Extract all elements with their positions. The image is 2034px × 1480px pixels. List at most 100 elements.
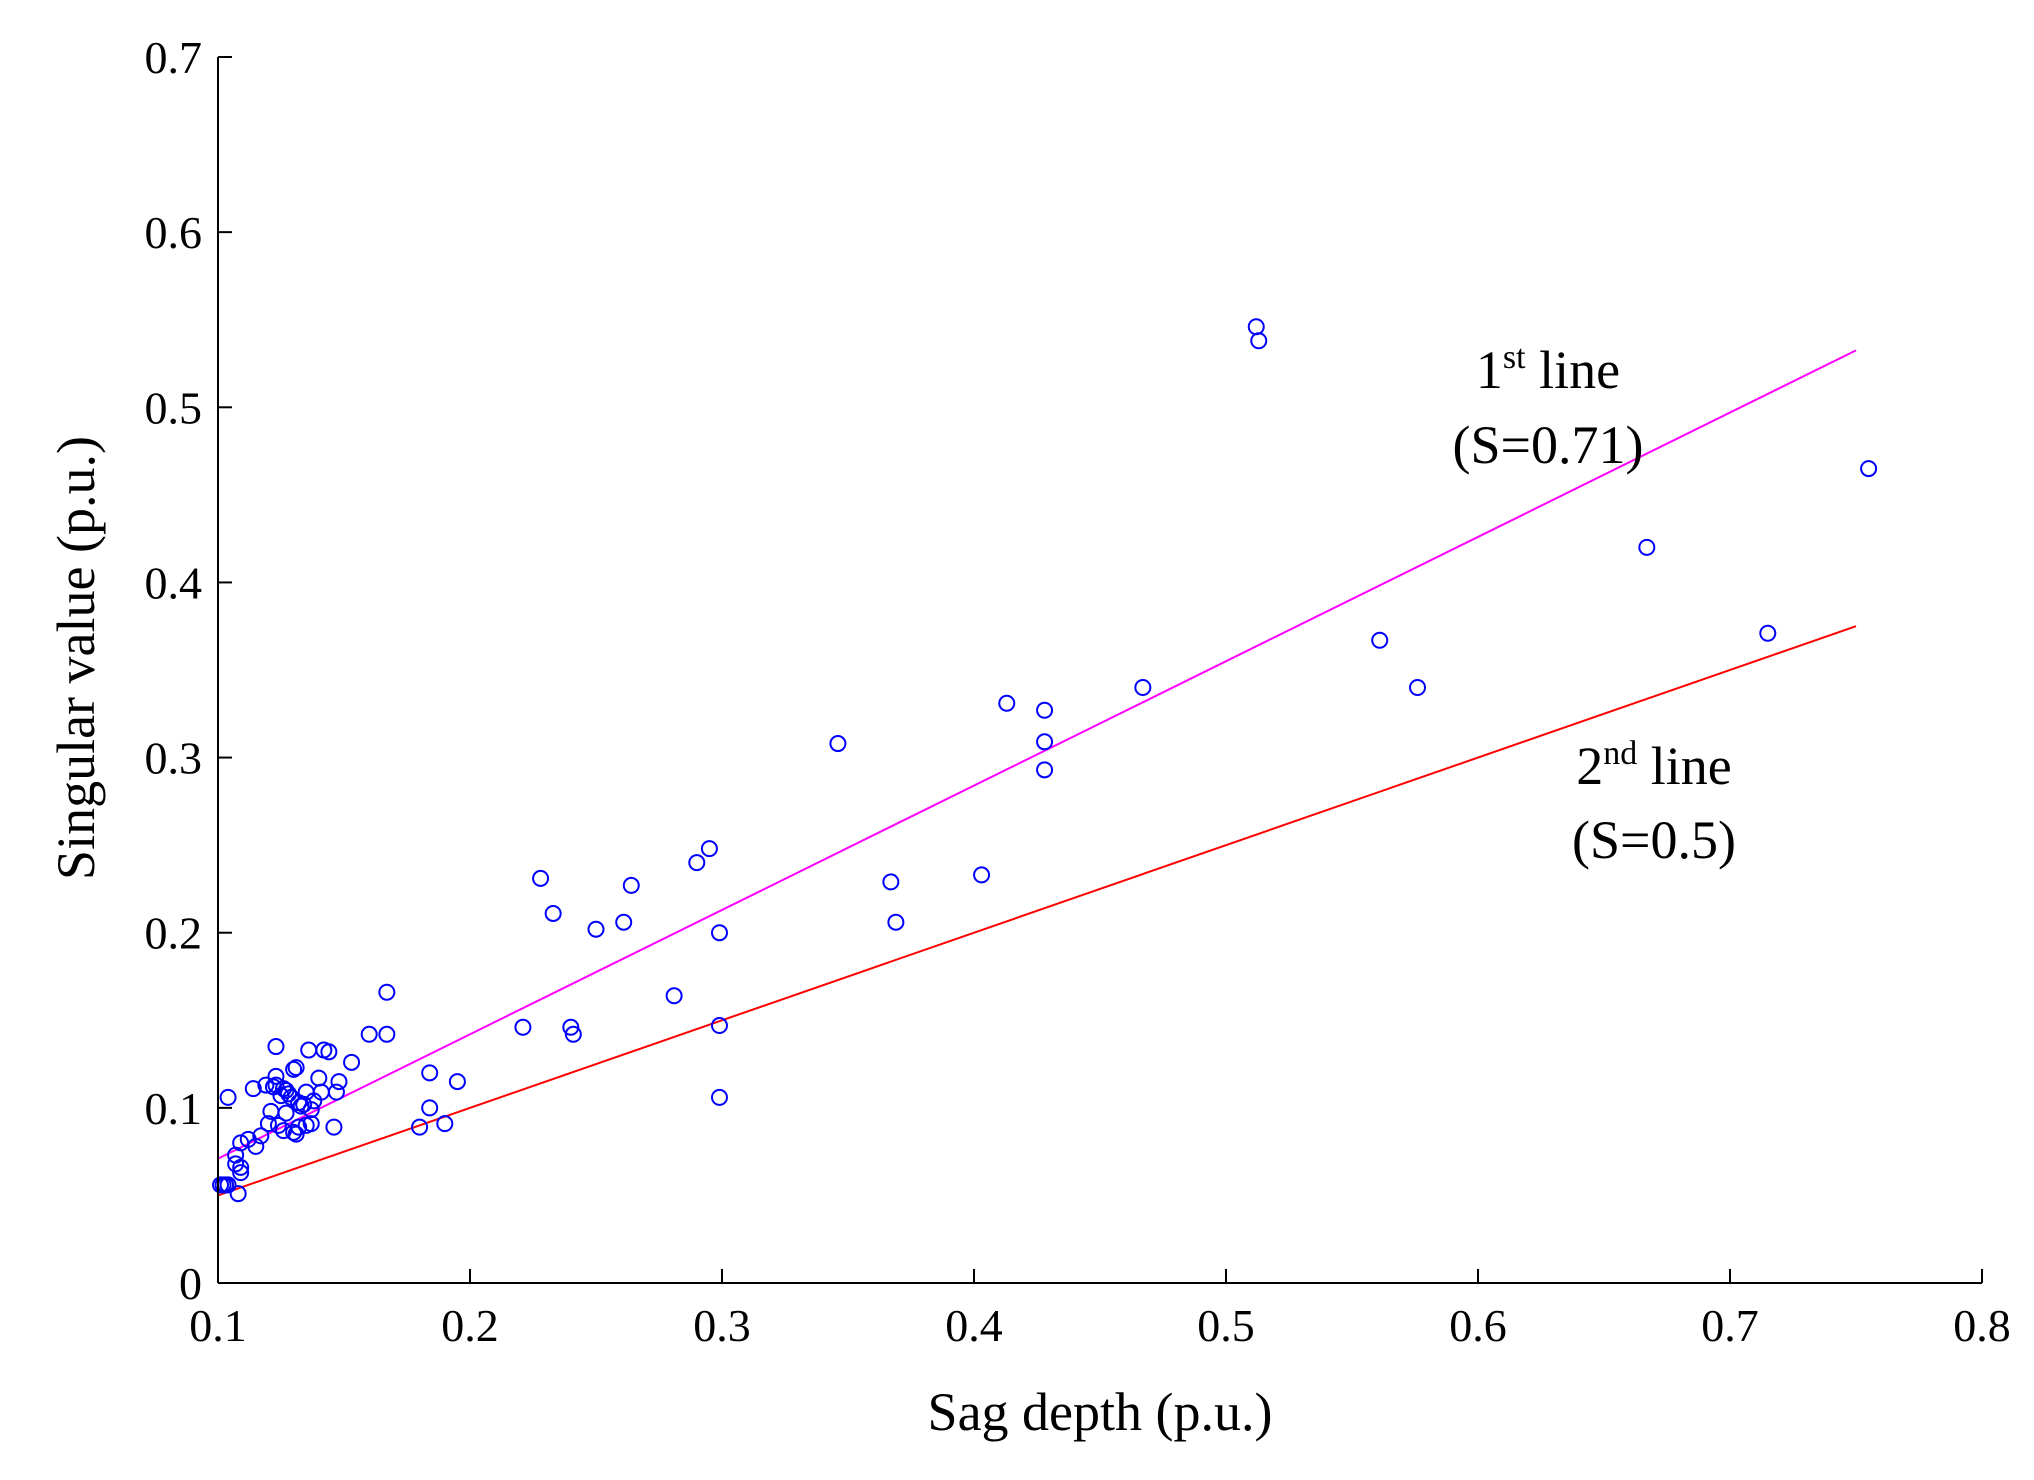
data-point bbox=[330, 1073, 348, 1091]
data-point bbox=[343, 1053, 361, 1071]
data-point bbox=[1036, 733, 1054, 751]
data-point bbox=[267, 1067, 285, 1085]
data-point bbox=[710, 924, 728, 942]
y-tick-label: 0.4 bbox=[145, 557, 203, 608]
data-point bbox=[421, 1064, 439, 1082]
line-1-slope-label: (S=0.71) bbox=[1453, 415, 1644, 475]
data-point bbox=[267, 1076, 285, 1094]
data-point bbox=[622, 876, 640, 894]
data-point bbox=[244, 1080, 262, 1098]
data-point bbox=[1759, 624, 1777, 642]
data-point bbox=[973, 866, 991, 884]
data-point bbox=[232, 1158, 250, 1176]
x-ticks: 0.1 0.2 0.3 0.4 0.5 0.6 0.7 0.8 bbox=[189, 1269, 2011, 1351]
data-point bbox=[1134, 679, 1152, 697]
data-point bbox=[998, 694, 1016, 712]
data-point bbox=[277, 1104, 295, 1122]
data-point bbox=[327, 1083, 345, 1101]
data-point bbox=[1250, 332, 1268, 350]
data-point bbox=[219, 1176, 237, 1194]
x-tick-label: 0.6 bbox=[1449, 1300, 1507, 1351]
line-2-label: 2nd line bbox=[1576, 735, 1731, 796]
y-ticks: 0 0.1 0.2 0.3 0.4 0.5 0.6 0.7 bbox=[145, 32, 232, 1309]
y-tick-label: 0.7 bbox=[145, 32, 203, 83]
data-point bbox=[290, 1118, 308, 1136]
data-point bbox=[285, 1060, 303, 1078]
data-point bbox=[287, 1059, 305, 1077]
y-tick-label: 0.5 bbox=[145, 382, 203, 433]
data-point bbox=[710, 1088, 728, 1106]
data-point bbox=[360, 1025, 378, 1043]
data-point bbox=[688, 854, 706, 872]
data-point bbox=[436, 1115, 454, 1133]
data-point bbox=[325, 1118, 343, 1136]
x-tick-label: 0.7 bbox=[1701, 1300, 1759, 1351]
data-point bbox=[232, 1164, 250, 1182]
data-point bbox=[421, 1099, 439, 1117]
data-point bbox=[532, 869, 550, 887]
data-point bbox=[247, 1137, 265, 1155]
line-1-label: 1st line bbox=[1476, 339, 1620, 400]
fit-line-1 bbox=[217, 349, 1857, 1160]
y-tick-label: 0 bbox=[179, 1258, 202, 1309]
data-point bbox=[665, 987, 683, 1005]
data-point bbox=[378, 983, 396, 1001]
x-tick-label: 0.4 bbox=[945, 1300, 1003, 1351]
data-point bbox=[587, 920, 605, 938]
data-point bbox=[615, 913, 633, 931]
data-point bbox=[887, 913, 905, 931]
data-point bbox=[411, 1118, 429, 1136]
data-point bbox=[272, 1087, 290, 1105]
data-point bbox=[378, 1025, 396, 1043]
line-1-label-superscript: st bbox=[1503, 339, 1526, 376]
x-tick-label: 0.8 bbox=[1953, 1300, 2011, 1351]
x-tick-label: 0.2 bbox=[441, 1300, 499, 1351]
data-point bbox=[1860, 460, 1878, 478]
fit-lines bbox=[217, 349, 1857, 1197]
data-point bbox=[882, 873, 900, 891]
data-point bbox=[219, 1088, 237, 1106]
data-point bbox=[302, 1115, 320, 1133]
data-point bbox=[287, 1125, 305, 1143]
data-point bbox=[544, 904, 562, 922]
x-axis-title: Sag depth (p.u.) bbox=[928, 1382, 1273, 1442]
line-1-label-number: 1 bbox=[1476, 340, 1503, 400]
data-point bbox=[227, 1155, 245, 1173]
data-point bbox=[1036, 761, 1054, 779]
y-tick-label: 0.3 bbox=[145, 733, 203, 784]
line-2-slope-label: (S=0.5) bbox=[1572, 810, 1736, 870]
data-point bbox=[252, 1127, 270, 1145]
y-axis-title: Singular value (p.u.) bbox=[46, 436, 106, 880]
x-tick-label: 0.3 bbox=[693, 1300, 751, 1351]
data-point bbox=[700, 840, 718, 858]
data-point bbox=[280, 1085, 298, 1103]
data-point bbox=[259, 1115, 277, 1133]
data-point bbox=[1371, 631, 1389, 649]
data-point bbox=[257, 1076, 275, 1094]
fit-line-2 bbox=[217, 625, 1857, 1197]
x-tick-label: 0.1 bbox=[189, 1300, 247, 1351]
data-points bbox=[212, 318, 1878, 1203]
y-tick-label: 0.2 bbox=[145, 908, 203, 959]
data-point bbox=[1638, 538, 1656, 556]
axes: 0.1 0.2 0.3 0.4 0.5 0.6 0.7 0.8 00.10.20.30.40.… bbox=[145, 32, 2011, 1351]
y-tick-label: 0.6 bbox=[145, 207, 203, 258]
data-point bbox=[448, 1073, 466, 1091]
line-2-label-word: line bbox=[1637, 736, 1731, 796]
data-point bbox=[269, 1116, 287, 1134]
y-tick-label: 0.1 bbox=[145, 1083, 203, 1134]
data-point bbox=[1036, 701, 1054, 719]
x-tick-label: 0.5 bbox=[1197, 1300, 1255, 1351]
data-point bbox=[829, 735, 847, 753]
data-point bbox=[267, 1038, 285, 1056]
line-2-label-superscript: nd bbox=[1603, 735, 1637, 772]
data-point bbox=[285, 1123, 303, 1141]
data-point bbox=[1409, 679, 1427, 697]
data-point bbox=[514, 1018, 532, 1036]
data-point bbox=[229, 1185, 247, 1203]
line-2-label-number: 2 bbox=[1576, 736, 1603, 796]
data-point bbox=[320, 1043, 338, 1061]
line-1-label-word: line bbox=[1526, 340, 1620, 400]
